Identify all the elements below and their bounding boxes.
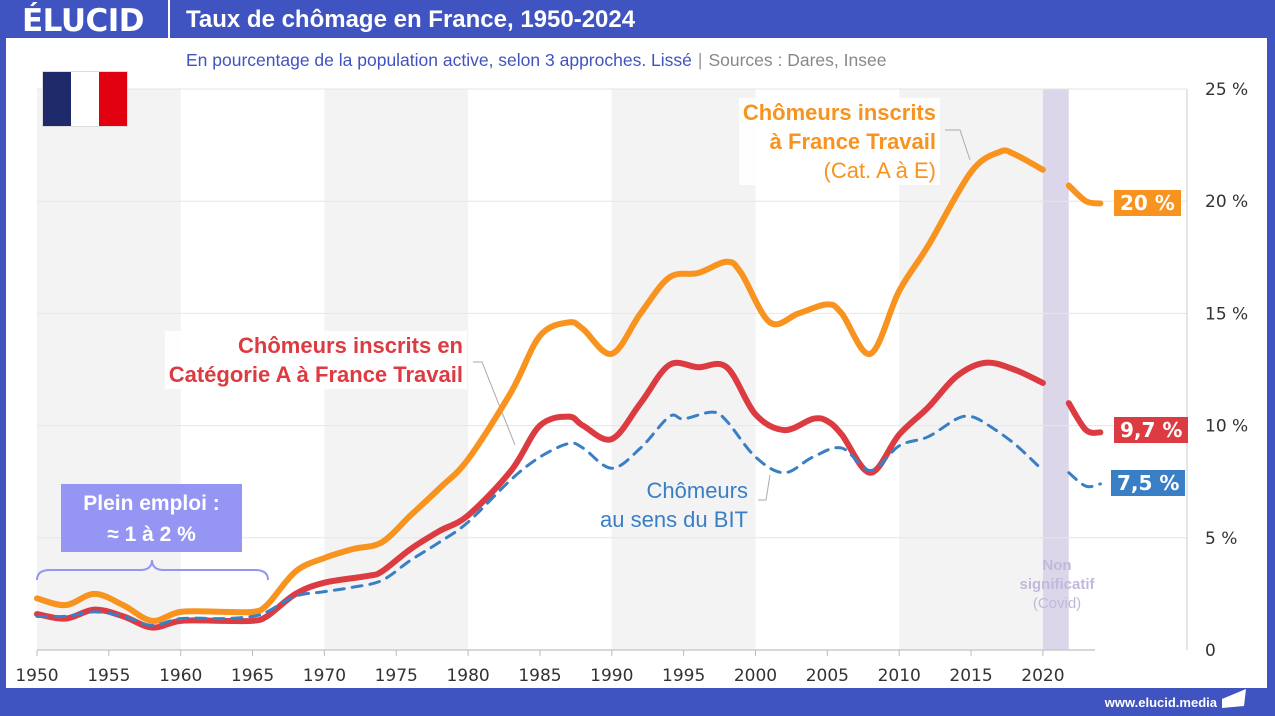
label-line: (Cat. A à E) (823, 158, 937, 183)
covid-annotation: Non significatif (Covid) (1012, 556, 1102, 613)
label-line: Catégorie A à France Travail (168, 362, 463, 387)
annotation-line: significatif (1019, 576, 1095, 593)
y-tick-label: 20 % (1205, 192, 1248, 212)
subtitle-separator: | (697, 50, 703, 70)
x-tick-label: 1960 (159, 666, 202, 686)
x-tick-label: 2015 (949, 666, 992, 686)
series-line-2 (35, 410, 1045, 627)
chart-title: Taux de chômage en France, 1950-2024 (186, 6, 636, 33)
x-tick-label: 1980 (446, 666, 489, 686)
x-tick-label: 1990 (590, 666, 633, 686)
series-line-1 (34, 359, 1046, 631)
footer-url[interactable]: www.elucid.media (1104, 695, 1217, 710)
x-tick-label: 2000 (734, 666, 777, 686)
france-flag-icon (43, 72, 127, 126)
series-line-0 (1065, 182, 1104, 207)
y-tick-label: 10 % (1205, 417, 1248, 437)
x-tick-label: 1955 (87, 666, 130, 686)
x-tick-label: 2005 (806, 666, 849, 686)
annotation-line: ≈ 1 à 2 % (107, 523, 196, 546)
annotation-line: Plein emploi : (83, 492, 220, 515)
series-label-cat-a: Chômeurs inscrits en Catégorie A à Franc… (164, 331, 467, 389)
x-tick-label: 1995 (662, 666, 705, 686)
plein-emploi-brace (36, 559, 269, 581)
x-tick-label: 1975 (375, 666, 418, 686)
series-label-cat-a-e: Chômeurs inscrits à France Travail (Cat.… (738, 98, 940, 185)
y-tick-label: 0 (1205, 641, 1216, 661)
x-tick-label: 1970 (303, 666, 346, 686)
shaded-decade (37, 89, 181, 650)
plein-emploi-annotation: Plein emploi : ≈ 1 à 2 % (61, 484, 242, 552)
label-line: à France Travail (769, 129, 936, 154)
chart-subtitle: En pourcentage de la population active, … (186, 50, 886, 71)
y-tick-label: 15 % (1205, 304, 1248, 324)
label-line: Chômeurs inscrits (742, 100, 936, 125)
y-tick-label: 25 % (1205, 80, 1248, 100)
series-line-2 (1067, 471, 1102, 489)
end-label-bit: 7,5 % (1111, 470, 1186, 496)
x-tick-label: 2010 (878, 666, 921, 686)
label-line: Chômeurs (646, 478, 748, 503)
x-tick-label: 1950 (15, 666, 58, 686)
label-line: au sens du BIT (600, 507, 748, 532)
covid-band (1042, 89, 1069, 650)
series-line-1 (1065, 400, 1104, 436)
x-tick-label: 1985 (518, 666, 561, 686)
leader-line (945, 129, 971, 161)
x-tick-label: 2020 (1021, 666, 1064, 686)
shaded-decade (611, 89, 756, 650)
leader-line (758, 474, 771, 501)
label-line: Chômeurs inscrits en (238, 333, 463, 358)
end-label-cat-a: 9,7 % (1114, 417, 1189, 443)
series-line-0 (34, 147, 1046, 624)
annotation-line: Non (1042, 557, 1072, 574)
header-bar: ÉLUCID Taux de chômage en France, 1950-2… (0, 0, 1275, 44)
end-label-cat-a-e: 20 % (1114, 190, 1181, 216)
elucid-logo: ÉLUCID (22, 3, 145, 39)
leader-line (473, 361, 516, 446)
y-tick-label: 5 % (1205, 529, 1237, 549)
annotation-line: (Covid) (1032, 595, 1082, 612)
subtitle-text: En pourcentage de la population active, … (186, 50, 692, 70)
sources-text: Sources : Dares, Insee (708, 50, 887, 70)
x-tick-label: 1965 (231, 666, 274, 686)
header-divider (168, 0, 170, 44)
series-label-bit: Chômeurs au sens du BIT (600, 476, 748, 534)
